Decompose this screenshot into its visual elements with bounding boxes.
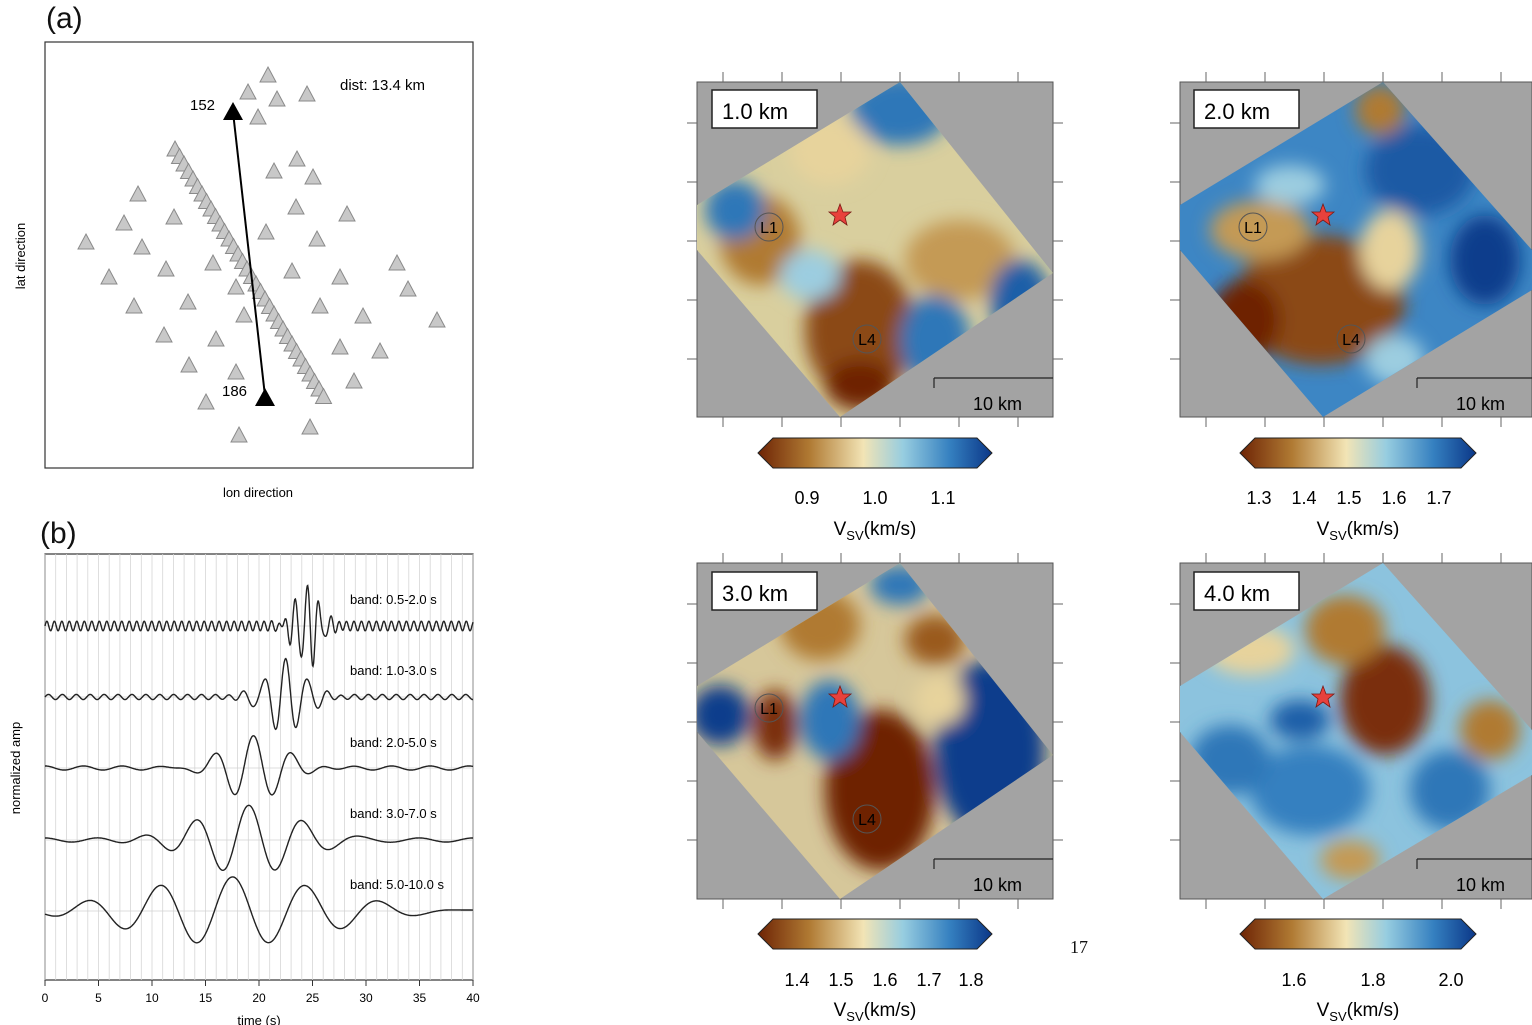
waveform-trace bbox=[44, 657, 473, 731]
map-3-colorbar-label: VSV(km/s) bbox=[834, 1000, 917, 1024]
map-4-epicenter-star bbox=[1310, 684, 1336, 708]
waveform-panel: band: 0.5-2.0 s band: 1.0-3.0 s band: 2.… bbox=[8, 553, 480, 1025]
time-tick-label: 20 bbox=[252, 991, 266, 1005]
map-2-colorbar bbox=[1239, 437, 1477, 469]
waveform-trace bbox=[44, 876, 473, 944]
profile-line bbox=[232, 111, 266, 397]
map-1-colorbar-label: VSV(km/s) bbox=[834, 519, 917, 543]
band-labels: band: 0.5-2.0 s band: 1.0-3.0 s band: 2.… bbox=[350, 592, 444, 892]
map-2-epicenter-star bbox=[1310, 202, 1336, 226]
station-map-ylabel: lat direction bbox=[13, 223, 28, 289]
time-tick-label: 0 bbox=[42, 991, 49, 1005]
map-2-colorbar-tick-5: 1.7 bbox=[1426, 488, 1451, 508]
map-4: 4.0 km 10 km 1.6 1.8 2.0 VSV(km/s) bbox=[1179, 562, 1532, 1024]
band-label-1: band: 0.5-2.0 s bbox=[350, 592, 437, 607]
map-frame-ticks bbox=[687, 72, 1502, 909]
time-tick-label: 30 bbox=[359, 991, 373, 1005]
map-1-label-l1: L1 bbox=[760, 220, 778, 237]
map-3-colorbar-tick-4: 1.7 bbox=[916, 970, 941, 990]
map-3-marker-l1 bbox=[754, 693, 784, 723]
station-map-xlabel: lon direction bbox=[223, 485, 293, 500]
map-2-colorbar-tick-4: 1.6 bbox=[1381, 488, 1406, 508]
map-2-label-l4: L4 bbox=[1342, 332, 1360, 349]
map-4-depth-label: 4.0 km bbox=[1204, 581, 1270, 606]
time-tick-label: 10 bbox=[145, 991, 159, 1005]
map-4-colorbar-tick-3: 2.0 bbox=[1438, 970, 1463, 990]
time-tick-label: 5 bbox=[95, 991, 102, 1005]
band-label-4: band: 3.0-7.0 s bbox=[350, 806, 437, 821]
map-1-depth-box bbox=[711, 89, 818, 129]
time-tick-label: 15 bbox=[199, 991, 213, 1005]
map-3-colorbar-tick-5: 1.8 bbox=[958, 970, 983, 990]
station-map: 152 186 dist: 13.4 km lon direction lat … bbox=[13, 41, 474, 500]
waveform-xlabel: time (s) bbox=[237, 1013, 280, 1025]
station-end-label: 186 bbox=[222, 383, 247, 400]
map-1-label-l4: L4 bbox=[858, 332, 876, 349]
distance-label: dist: 13.4 km bbox=[340, 77, 425, 94]
panel-a-label: (a) bbox=[46, 2, 83, 35]
map-3-depth-label: 3.0 km bbox=[722, 581, 788, 606]
station-start-marker bbox=[223, 102, 243, 120]
time-tick-label: 35 bbox=[413, 991, 427, 1005]
map-1-marker-l4 bbox=[852, 324, 882, 354]
map-3-label-l1: L1 bbox=[760, 701, 778, 718]
map-1-colorbar-tick-1: 0.9 bbox=[794, 488, 819, 508]
map-3-colorbar bbox=[757, 918, 993, 950]
map-3-marker-l4 bbox=[852, 804, 882, 834]
map-3-depth-box bbox=[711, 571, 818, 611]
map-2-label-l1: L1 bbox=[1244, 220, 1262, 237]
waveform-trace bbox=[45, 804, 473, 871]
map-1-colorbar bbox=[757, 437, 993, 469]
map-2-depth-box bbox=[1193, 89, 1300, 129]
map-1-colorbar-tick-3: 1.1 bbox=[930, 488, 955, 508]
page-number: 17 bbox=[1070, 937, 1088, 957]
map-3-colorbar-tick-2: 1.5 bbox=[828, 970, 853, 990]
map-4-scale-label: 10 km bbox=[1456, 875, 1505, 895]
map-3-scale-label: 10 km bbox=[973, 875, 1022, 895]
map-1-depth-label: 1.0 km bbox=[722, 99, 788, 124]
time-axis-ticks: 0 5 10 15 20 25 30 35 40 bbox=[42, 980, 480, 1005]
map-2-colorbar-tick-1: 1.3 bbox=[1246, 488, 1271, 508]
map-2-scale-label: 10 km bbox=[1456, 394, 1505, 414]
map-4-colorbar-label: VSV(km/s) bbox=[1317, 1000, 1400, 1024]
panel-b-label: (b) bbox=[40, 517, 77, 550]
map-3-colorbar-tick-1: 1.4 bbox=[784, 970, 809, 990]
map-2-depth-label: 2.0 km bbox=[1204, 99, 1270, 124]
waveform-ylabel: normalized amp bbox=[8, 722, 23, 815]
band-label-3: band: 2.0-5.0 s bbox=[350, 735, 437, 750]
band-label-5: band: 5.0-10.0 s bbox=[350, 877, 444, 892]
map-4-colorbar-tick-2: 1.8 bbox=[1360, 970, 1385, 990]
waveform-trace bbox=[45, 735, 474, 796]
map-2-colorbar-tick-2: 1.4 bbox=[1291, 488, 1316, 508]
map-4-depth-box bbox=[1193, 571, 1300, 611]
map-2: L1 L4 2.0 km 10 km 1.3 1.4 1.5 1.6 1.7 V… bbox=[1179, 81, 1532, 543]
map-3-epicenter-star bbox=[827, 684, 853, 708]
time-tick-label: 40 bbox=[466, 991, 480, 1005]
map-1-colorbar-tick-2: 1.0 bbox=[862, 488, 887, 508]
map-3-colorbar-tick-3: 1.6 bbox=[872, 970, 897, 990]
map-3: L1 L4 3.0 km 10 km 1.4 1.5 1.6 1.7 1.8 V… bbox=[696, 562, 1054, 1024]
map-2-marker-l4 bbox=[1336, 324, 1366, 354]
map-1-scale-label: 10 km bbox=[973, 394, 1022, 414]
map-4-colorbar-tick-1: 1.6 bbox=[1281, 970, 1306, 990]
map-1: L1 L4 1.0 km 10 km 0.9 1.0 1.1 VSV(km/s) bbox=[696, 81, 1054, 543]
map-2-colorbar-tick-3: 1.5 bbox=[1336, 488, 1361, 508]
map-2-colorbar-label: VSV(km/s) bbox=[1317, 519, 1400, 543]
map-4-colorbar bbox=[1239, 918, 1477, 950]
band-label-2: band: 1.0-3.0 s bbox=[350, 663, 437, 678]
waveform-trace bbox=[44, 584, 474, 668]
map-2-marker-l1 bbox=[1238, 212, 1268, 242]
station-start-label: 152 bbox=[190, 97, 215, 114]
station-end-marker bbox=[255, 388, 275, 406]
map-1-epicenter-star bbox=[827, 202, 853, 226]
time-tick-label: 25 bbox=[306, 991, 320, 1005]
map-1-marker-l1 bbox=[754, 212, 784, 242]
map-3-label-l4: L4 bbox=[858, 812, 876, 829]
waveform-traces bbox=[44, 584, 474, 944]
